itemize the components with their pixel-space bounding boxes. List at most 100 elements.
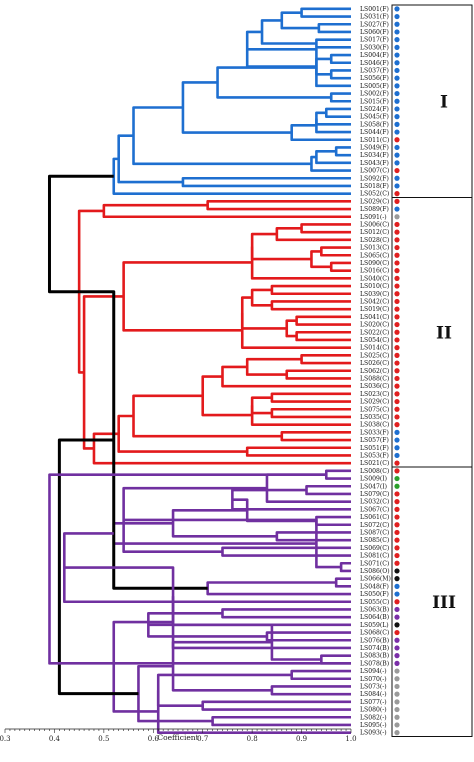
dendrogram-link (79, 290, 208, 590)
leaf-label: LS038(C) (360, 422, 389, 429)
dendrogram-link (206, 581, 351, 596)
dendrogram-link (201, 375, 253, 417)
dendrogram-link (245, 357, 302, 376)
leaf-label: LS086(O) (360, 568, 390, 575)
leaf-label: LS016(C) (360, 268, 389, 275)
leaf-marker (394, 730, 400, 736)
x-tick-label: 0.3 (0, 735, 11, 743)
dendrogram-link (102, 203, 351, 219)
leaf-marker (394, 121, 400, 127)
leaf-marker (394, 252, 400, 258)
dendrogram-link (300, 223, 351, 234)
leaf-marker (394, 337, 400, 343)
dendrogram-link (250, 396, 272, 415)
leaf-marker (394, 722, 400, 728)
leaf-label: LS029(C) (360, 198, 389, 205)
dendrogram-link (211, 715, 351, 727)
cluster-label: II (436, 323, 452, 343)
leaf-label: LS049(F) (360, 144, 389, 151)
dendrogram-link (339, 561, 351, 573)
leaf-marker (394, 191, 400, 197)
leaf-marker (394, 522, 400, 528)
dendrogram-link (315, 118, 351, 134)
leaf-marker (394, 499, 400, 505)
dendrogram-link (171, 640, 272, 692)
leaf-label: LS078(B) (360, 660, 389, 667)
leaf-marker (394, 506, 400, 512)
leaf-label: LS001(F) (360, 6, 389, 13)
leaf-marker (394, 583, 400, 589)
leaf-marker (394, 560, 400, 566)
leaf-label: LS013(C) (360, 245, 389, 252)
leaf-labels: LS001(F)LS031(F)LS027(F)LS060(F)LS017(F)… (360, 4, 473, 737)
dendrogram-link (171, 509, 277, 538)
leaf-marker (394, 52, 400, 58)
leaf-label: LS061(C) (360, 514, 389, 521)
leaf-marker (394, 298, 400, 305)
leaf-label: LS022(C) (360, 329, 389, 336)
dendrogram-link (315, 111, 351, 126)
leaf-label: LS090(C) (360, 260, 389, 267)
leaf-marker (394, 491, 400, 497)
leaf-marker (394, 244, 400, 251)
leaf-marker (394, 468, 400, 474)
dendrogram-link (329, 53, 351, 65)
leaf-label: LS047(I) (360, 483, 387, 490)
dendrogram-link (280, 431, 351, 442)
cluster-label: I (440, 92, 448, 112)
leaf-label: LS030(F) (360, 44, 389, 51)
leaf-marker (394, 6, 400, 12)
dendrogram-link (275, 531, 351, 542)
leaf-marker (394, 552, 400, 559)
leaf-marker (394, 198, 400, 204)
x-axis-label: Coefficient (157, 733, 198, 742)
leaf-label: LS015(F) (360, 98, 389, 105)
leaf-marker (394, 622, 400, 628)
leaf-marker (394, 629, 400, 636)
dendrogram-link (122, 261, 253, 332)
leaf-label: LS059(L) (360, 622, 389, 629)
leaf-marker (394, 306, 400, 312)
leaf-marker (394, 360, 400, 366)
leaf-marker (394, 653, 400, 659)
leaf-label: LS057(F) (360, 437, 389, 444)
leaf-label: LS064(B) (360, 614, 389, 621)
leaf-marker (394, 452, 400, 459)
leaf-label: LS068(C) (360, 630, 389, 637)
leaf-marker (394, 529, 400, 536)
leaf-label: LS093(-) (360, 730, 387, 737)
leaf-label: LS032(C) (360, 499, 389, 506)
leaf-marker (394, 660, 400, 666)
leaf-marker (394, 13, 400, 20)
leaf-marker (394, 398, 400, 405)
dendrogram-link (290, 669, 351, 681)
dendrogram-link (329, 69, 351, 80)
leaf-label: LS029(C) (360, 399, 389, 406)
leaf-label: LS005(F) (360, 83, 389, 90)
leaf-marker (394, 106, 400, 112)
leaf-marker (394, 345, 400, 351)
leaf-marker (394, 699, 400, 705)
leaf-marker (394, 668, 400, 674)
dendrogram-link (270, 284, 351, 296)
leaf-label: LS023(C) (360, 391, 389, 398)
x-tick-label: 0.9 (296, 735, 307, 743)
dendrogram-link (260, 19, 317, 45)
leaf-marker (394, 329, 400, 335)
dendrogram-link (250, 288, 272, 307)
leaf-marker (394, 606, 400, 613)
leaf-label: LS076(B) (360, 637, 389, 644)
leaf-marker (394, 391, 400, 397)
leaf-marker (394, 283, 400, 289)
dendrogram-link (221, 546, 351, 557)
x-tick-label: 0.6 (148, 735, 160, 743)
leaf-marker (394, 260, 400, 266)
cluster-box (391, 197, 473, 468)
leaf-label: LS020(C) (360, 322, 389, 329)
x-tick-label: 0.7 (197, 735, 208, 743)
leaf-marker (394, 591, 400, 597)
leaf-label: LS006(C) (360, 221, 389, 228)
leaf-label: LS052(C) (360, 191, 389, 198)
dendrogram-link (285, 319, 297, 338)
leaf-marker (394, 206, 400, 212)
